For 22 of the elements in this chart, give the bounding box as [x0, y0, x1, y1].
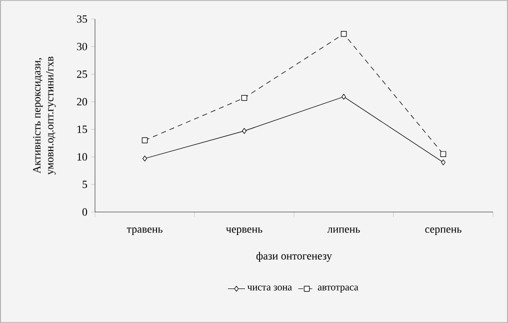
y-tick-label: 30: [77, 42, 88, 50]
x-tick-label: липень: [327, 228, 360, 233]
legend-label: автотраса: [318, 286, 358, 292]
y-tick-label: 20: [77, 98, 88, 106]
point: [142, 137, 148, 144]
point: [340, 31, 347, 37]
point: [142, 156, 147, 162]
y-tick-label: 25: [77, 70, 88, 78]
point: [242, 128, 246, 134]
x-axis-title: фази онтогенезу: [256, 252, 332, 262]
point: [241, 94, 248, 101]
y-tick-label: 0: [82, 208, 88, 216]
y-tick-label: 35: [77, 15, 88, 23]
y-tick-label: 5: [82, 180, 88, 188]
y-axis-title: Активність пероксидази, умовн.од.опт.густини/гхв: [33, 56, 56, 175]
point: [440, 151, 446, 157]
legend-label: чиста зона: [247, 286, 292, 290]
y-tick-label: 15: [77, 126, 88, 133]
x-tick-label: червень: [226, 228, 262, 236]
y-tick-label: 10: [77, 153, 88, 161]
x-tick-label: серпень: [425, 228, 462, 236]
x-tick-label: травень: [126, 228, 162, 236]
